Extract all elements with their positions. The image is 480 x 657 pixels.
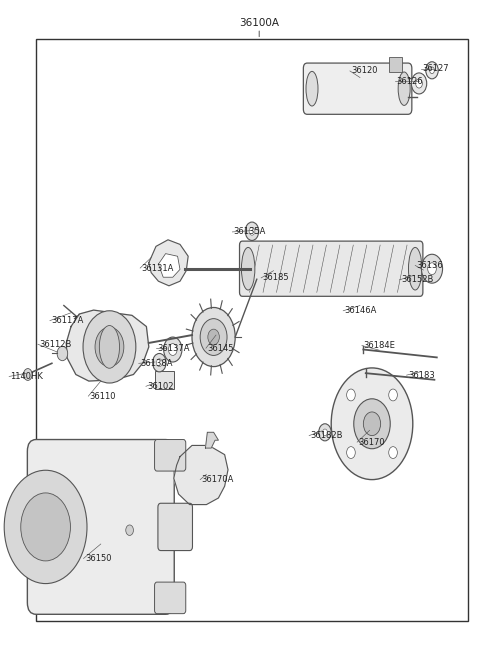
Text: 36131A: 36131A <box>142 263 174 273</box>
Ellipse shape <box>398 72 410 105</box>
FancyBboxPatch shape <box>158 503 192 551</box>
Circle shape <box>428 263 436 275</box>
FancyBboxPatch shape <box>303 63 412 114</box>
Text: 36185: 36185 <box>263 273 289 283</box>
Circle shape <box>416 79 422 88</box>
Circle shape <box>208 329 219 345</box>
Text: 36145: 36145 <box>207 344 234 353</box>
Circle shape <box>153 353 166 372</box>
Text: 36127: 36127 <box>422 64 449 74</box>
Circle shape <box>426 62 438 79</box>
Circle shape <box>126 525 133 535</box>
Ellipse shape <box>408 248 422 290</box>
FancyBboxPatch shape <box>155 440 186 471</box>
Text: 36170: 36170 <box>359 438 385 447</box>
Circle shape <box>319 424 331 441</box>
Text: 36112B: 36112B <box>39 340 72 349</box>
Circle shape <box>168 344 177 355</box>
Ellipse shape <box>99 326 120 368</box>
Text: 36183: 36183 <box>408 371 435 380</box>
Circle shape <box>430 67 434 74</box>
Circle shape <box>192 307 235 367</box>
Text: 36102: 36102 <box>147 382 174 391</box>
Polygon shape <box>205 432 218 448</box>
Text: 36110: 36110 <box>90 392 116 401</box>
Circle shape <box>363 412 381 436</box>
Circle shape <box>156 359 162 367</box>
Circle shape <box>95 327 124 367</box>
Polygon shape <box>66 310 149 381</box>
Bar <box>36 39 468 621</box>
Polygon shape <box>158 254 180 277</box>
Circle shape <box>83 311 136 383</box>
Bar <box>389 57 402 72</box>
Text: 36182B: 36182B <box>311 431 343 440</box>
Polygon shape <box>174 445 228 505</box>
Text: 36138A: 36138A <box>140 359 173 368</box>
Circle shape <box>389 389 397 401</box>
Text: 1140HK: 1140HK <box>11 372 43 381</box>
FancyBboxPatch shape <box>155 582 186 614</box>
Circle shape <box>347 389 355 401</box>
Circle shape <box>331 368 413 480</box>
Ellipse shape <box>241 248 255 290</box>
Text: 36120: 36120 <box>351 66 378 76</box>
Text: 36137A: 36137A <box>157 344 190 353</box>
Text: 36152B: 36152B <box>401 275 433 284</box>
Circle shape <box>411 73 427 94</box>
Text: 36100A: 36100A <box>239 18 279 28</box>
Circle shape <box>421 254 443 283</box>
FancyBboxPatch shape <box>27 440 174 614</box>
Text: 36135A: 36135A <box>234 227 266 237</box>
FancyBboxPatch shape <box>240 241 423 296</box>
Text: 36184E: 36184E <box>363 341 395 350</box>
Circle shape <box>249 227 255 235</box>
Circle shape <box>24 369 32 380</box>
Circle shape <box>347 447 355 459</box>
Circle shape <box>21 493 71 561</box>
Text: 36146A: 36146A <box>345 306 377 315</box>
Circle shape <box>57 346 68 361</box>
Ellipse shape <box>306 72 318 106</box>
Circle shape <box>4 470 87 583</box>
Text: 36117A: 36117A <box>51 316 84 325</box>
Text: 36170A: 36170A <box>202 475 234 484</box>
Circle shape <box>354 399 390 449</box>
Circle shape <box>389 447 397 459</box>
Text: 36126: 36126 <box>396 77 423 86</box>
Polygon shape <box>149 240 188 286</box>
Text: 36136: 36136 <box>417 261 444 270</box>
Circle shape <box>164 337 182 362</box>
Circle shape <box>245 222 259 240</box>
Bar <box>155 371 174 389</box>
Circle shape <box>323 429 327 436</box>
Circle shape <box>200 319 227 355</box>
Text: 36150: 36150 <box>85 554 111 563</box>
